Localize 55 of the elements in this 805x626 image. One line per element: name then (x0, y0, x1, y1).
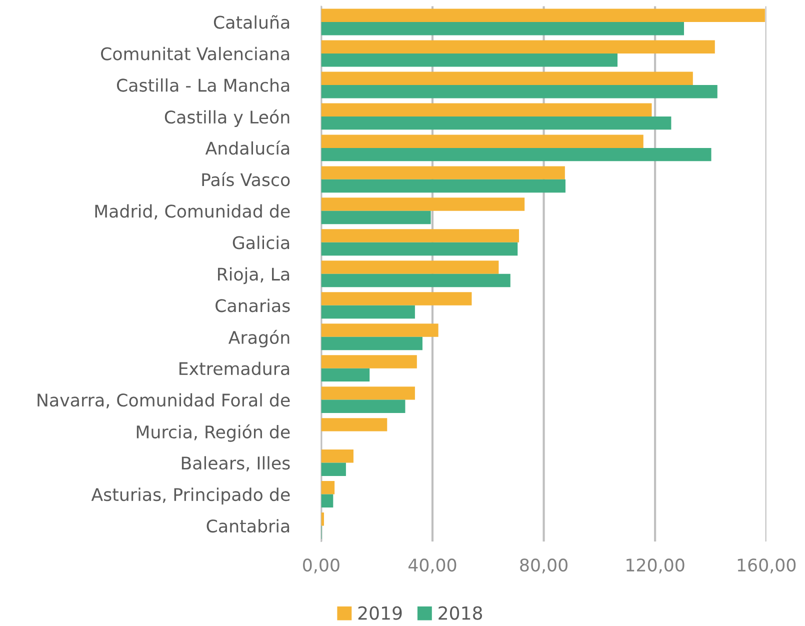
bar (321, 481, 335, 494)
y-tick-label: Balears, Illes (182, 456, 290, 472)
bar (321, 198, 525, 211)
bar (321, 8, 765, 22)
y-tick-label: País Vasco (202, 172, 290, 186)
bar (321, 242, 518, 256)
y-tick-label: Madrid, Comunidad de (95, 204, 290, 220)
x-tick-label: 0,00 (303, 558, 340, 574)
y-tick-label: Extremadura (180, 362, 290, 376)
bar (321, 40, 715, 54)
bar (321, 292, 472, 306)
bar (321, 368, 370, 382)
bar (321, 229, 520, 242)
legend-label: 2019 (358, 606, 402, 620)
y-tick-label: Aragón (228, 330, 290, 348)
y-tick-label: Murcia, Región de (136, 424, 290, 442)
bar (321, 336, 422, 350)
bar (321, 210, 431, 224)
y-tick-label: Cantabria (206, 519, 290, 533)
bar (321, 386, 415, 400)
y-tick-label: Castilla - La Mancha (116, 78, 290, 92)
y-tick-label: Rioja, La (218, 267, 290, 284)
y-tick-label: Navarra, Comunidad Foral de (38, 393, 290, 408)
bar (321, 22, 684, 36)
bar (321, 84, 718, 98)
y-tick-label: Canarias (216, 298, 290, 312)
legend-label: 2018 (438, 606, 482, 620)
bar (321, 166, 565, 180)
bar (321, 462, 346, 476)
bar (321, 72, 693, 85)
bar (321, 274, 510, 288)
bar (321, 450, 354, 463)
bar (321, 148, 712, 162)
bar (321, 305, 415, 319)
bar (321, 260, 499, 274)
y-tick-label: Andalucía (205, 140, 290, 155)
x-tick-label: 80,00 (520, 558, 568, 574)
bar (321, 179, 566, 193)
y-tick-label: Galicia (232, 236, 290, 250)
bar (321, 494, 334, 508)
x-tick-label: 160,00 (738, 558, 796, 574)
bar (321, 400, 406, 414)
y-tick-label: Castilla y León (164, 110, 290, 128)
bar (321, 134, 644, 148)
bar (321, 53, 618, 67)
y-tick-label: Cataluña (214, 15, 290, 29)
bar (321, 418, 388, 432)
bar (321, 103, 652, 116)
bar (321, 116, 672, 130)
bar (321, 324, 438, 337)
y-tick-label: Asturias, Principado de (91, 488, 290, 504)
x-tick-label: 40,00 (408, 558, 456, 574)
y-tick-label: Comunitat Valenciana (101, 46, 290, 60)
x-tick-label: 120,00 (626, 558, 684, 574)
bar (321, 355, 417, 368)
